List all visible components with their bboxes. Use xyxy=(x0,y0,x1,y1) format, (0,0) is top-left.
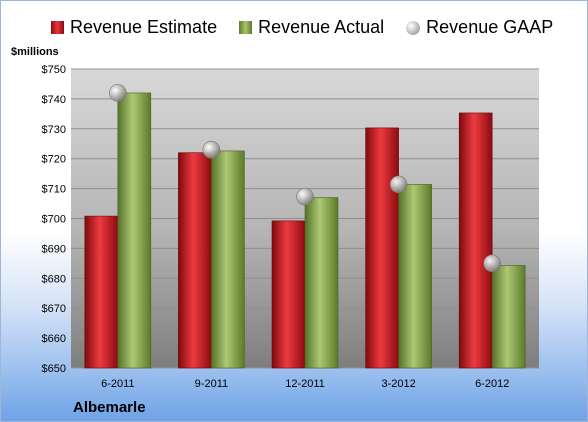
bar-revenue-estimate xyxy=(365,127,399,369)
y-tick-label: $660 xyxy=(42,333,66,345)
bar-revenue-actual xyxy=(491,265,526,369)
y-tick-label: $690 xyxy=(42,243,66,255)
marker-revenue-gaap xyxy=(483,254,502,273)
x-tick-label: 3-2012 xyxy=(381,378,415,390)
bar-revenue-actual xyxy=(398,184,432,369)
legend-item-estimate: Revenue Estimate xyxy=(51,17,217,38)
y-axis-ticks: $650 $660 $670 $680 $690 $700 $710 $720 $730 $740… xyxy=(42,64,66,375)
y-tick-label: $720 xyxy=(42,154,66,166)
bar-revenue-estimate xyxy=(84,215,119,369)
company-name: Albemarle xyxy=(73,399,146,416)
legend-label-estimate: Revenue Estimate xyxy=(70,17,218,37)
marker-revenue-gaap xyxy=(389,175,408,194)
y-tick-label: $650 xyxy=(42,363,66,375)
y-axis-unit-label: $millions xyxy=(11,46,59,58)
bar-revenue-estimate xyxy=(458,112,493,369)
legend-label-actual: Revenue Actual xyxy=(258,17,385,37)
legend-label-gaap: Revenue GAAP xyxy=(426,17,554,37)
bar-revenue-actual xyxy=(117,92,152,369)
chart-legend: Revenue Estimate Revenue Actual Revenue … xyxy=(51,17,553,38)
bar-revenue-actual xyxy=(211,150,245,369)
marker-revenue-gaap xyxy=(296,187,314,206)
marker-revenue-gaap xyxy=(109,84,127,102)
marker-revenue-gaap xyxy=(202,140,221,159)
x-tick-label: 12-2011 xyxy=(285,378,325,390)
x-tick-label: 6-2012 xyxy=(475,378,509,390)
y-tick-label: $670 xyxy=(42,303,66,315)
bar-revenue-estimate xyxy=(178,152,212,369)
gaap-markers xyxy=(109,84,502,273)
y-tick-label: $750 xyxy=(42,64,66,76)
bars xyxy=(84,92,526,369)
legend-item-actual: Revenue Actual xyxy=(239,17,384,38)
y-tick-label: $700 xyxy=(42,214,66,226)
x-axis-ticks: 6-2011 9-2011 12-2011 3-2012 6-2012 xyxy=(101,378,509,390)
legend-swatch-actual xyxy=(239,21,253,34)
x-tick-label: 6-2011 xyxy=(101,378,134,390)
y-tick-label: $740 xyxy=(42,94,66,106)
bar-revenue-actual xyxy=(304,197,339,369)
x-tick-label: 9-2011 xyxy=(195,378,228,390)
legend-swatch-gaap xyxy=(406,20,421,35)
bar-revenue-estimate xyxy=(271,220,306,369)
y-tick-label: $710 xyxy=(42,184,66,196)
legend-swatch-estimate xyxy=(51,21,64,34)
y-tick-label: $680 xyxy=(42,273,66,285)
legend-item-gaap: Revenue GAAP xyxy=(406,17,553,38)
y-tick-label: $730 xyxy=(42,124,66,136)
